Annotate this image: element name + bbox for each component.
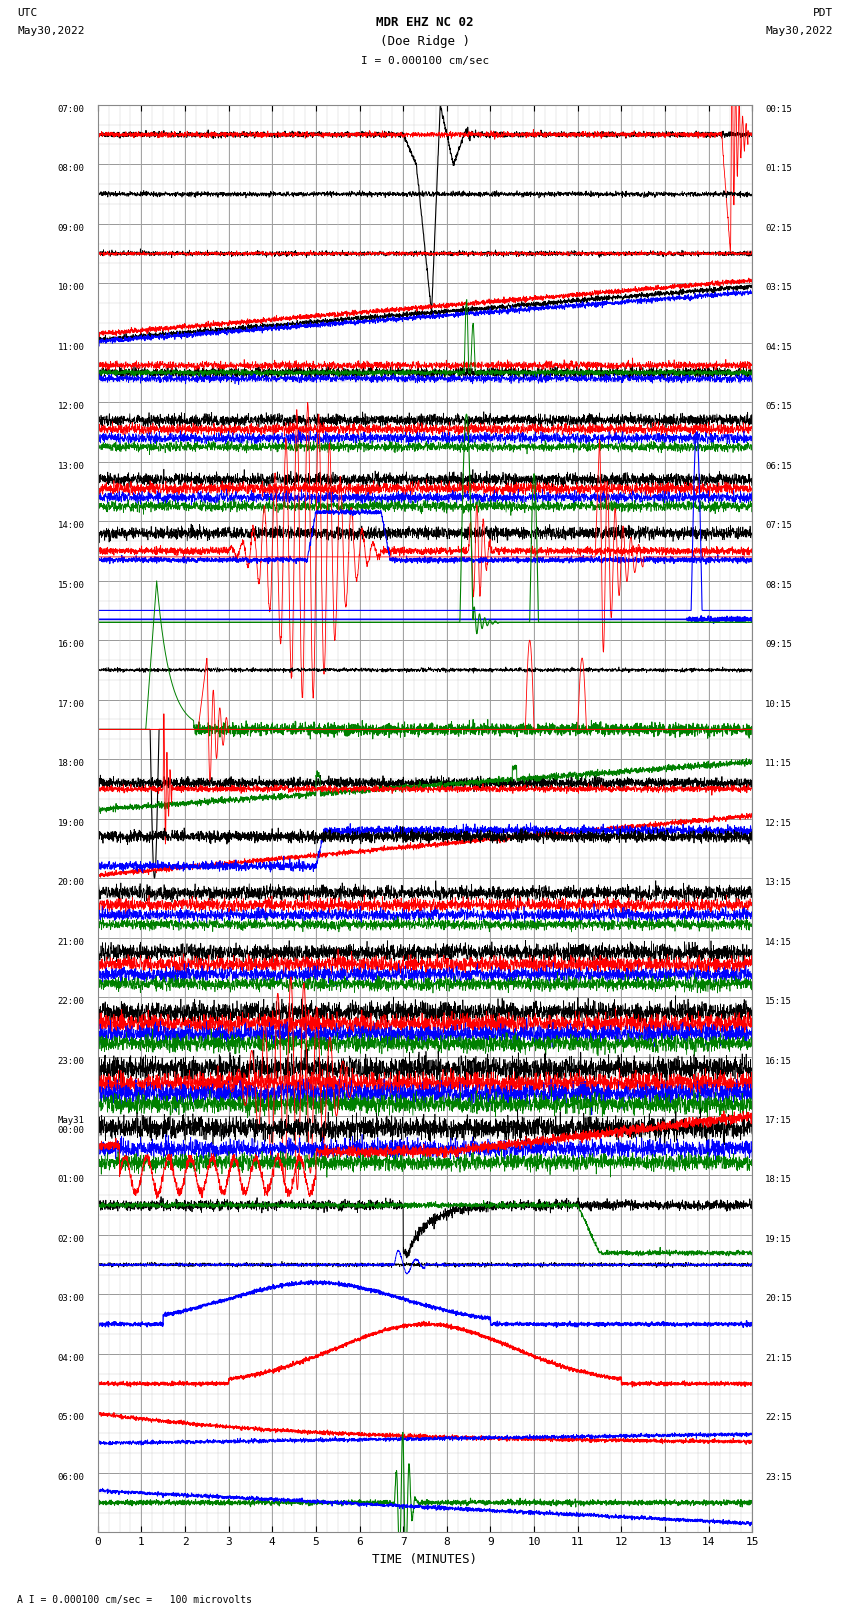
Text: 15:15: 15:15 bbox=[765, 997, 792, 1007]
Text: 14:00: 14:00 bbox=[58, 521, 85, 531]
Text: May31
00:00: May31 00:00 bbox=[58, 1116, 85, 1136]
Text: 12:15: 12:15 bbox=[765, 819, 792, 827]
Text: 10:15: 10:15 bbox=[765, 700, 792, 708]
Text: 15:00: 15:00 bbox=[58, 581, 85, 590]
Text: 09:00: 09:00 bbox=[58, 224, 85, 232]
Text: 14:15: 14:15 bbox=[765, 937, 792, 947]
Text: 03:15: 03:15 bbox=[765, 284, 792, 292]
Text: MDR EHZ NC 02: MDR EHZ NC 02 bbox=[377, 16, 473, 29]
Text: 11:15: 11:15 bbox=[765, 760, 792, 768]
Text: 02:15: 02:15 bbox=[765, 224, 792, 232]
Text: 23:00: 23:00 bbox=[58, 1057, 85, 1066]
Text: 05:15: 05:15 bbox=[765, 402, 792, 411]
Text: I = 0.000100 cm/sec: I = 0.000100 cm/sec bbox=[361, 56, 489, 66]
Text: 17:15: 17:15 bbox=[765, 1116, 792, 1124]
Text: 13:00: 13:00 bbox=[58, 461, 85, 471]
Text: 08:00: 08:00 bbox=[58, 165, 85, 173]
Text: PDT: PDT bbox=[813, 8, 833, 18]
Text: UTC: UTC bbox=[17, 8, 37, 18]
Text: 05:00: 05:00 bbox=[58, 1413, 85, 1423]
Text: 11:00: 11:00 bbox=[58, 344, 85, 352]
Text: 04:00: 04:00 bbox=[58, 1353, 85, 1363]
Text: 16:15: 16:15 bbox=[765, 1057, 792, 1066]
Text: 19:00: 19:00 bbox=[58, 819, 85, 827]
Text: 07:15: 07:15 bbox=[765, 521, 792, 531]
Text: 02:00: 02:00 bbox=[58, 1236, 85, 1244]
Text: 18:15: 18:15 bbox=[765, 1176, 792, 1184]
Text: 21:15: 21:15 bbox=[765, 1353, 792, 1363]
Text: 22:15: 22:15 bbox=[765, 1413, 792, 1423]
Text: 00:15: 00:15 bbox=[765, 105, 792, 115]
Text: 18:00: 18:00 bbox=[58, 760, 85, 768]
Text: (Doe Ridge ): (Doe Ridge ) bbox=[380, 35, 470, 48]
Text: A I = 0.000100 cm/sec =   100 microvolts: A I = 0.000100 cm/sec = 100 microvolts bbox=[17, 1595, 252, 1605]
Text: 23:15: 23:15 bbox=[765, 1473, 792, 1482]
Text: 04:15: 04:15 bbox=[765, 344, 792, 352]
X-axis label: TIME (MINUTES): TIME (MINUTES) bbox=[372, 1553, 478, 1566]
Text: 06:15: 06:15 bbox=[765, 461, 792, 471]
Text: 22:00: 22:00 bbox=[58, 997, 85, 1007]
Text: 17:00: 17:00 bbox=[58, 700, 85, 708]
Text: 20:15: 20:15 bbox=[765, 1294, 792, 1303]
Text: May30,2022: May30,2022 bbox=[766, 26, 833, 35]
Text: 06:00: 06:00 bbox=[58, 1473, 85, 1482]
Text: 21:00: 21:00 bbox=[58, 937, 85, 947]
Text: 19:15: 19:15 bbox=[765, 1236, 792, 1244]
Text: 01:00: 01:00 bbox=[58, 1176, 85, 1184]
Text: 20:00: 20:00 bbox=[58, 877, 85, 887]
Text: 09:15: 09:15 bbox=[765, 640, 792, 648]
Text: 12:00: 12:00 bbox=[58, 402, 85, 411]
Text: May30,2022: May30,2022 bbox=[17, 26, 84, 35]
Text: 13:15: 13:15 bbox=[765, 877, 792, 887]
Text: 10:00: 10:00 bbox=[58, 284, 85, 292]
Text: 16:00: 16:00 bbox=[58, 640, 85, 648]
Text: 07:00: 07:00 bbox=[58, 105, 85, 115]
Text: 08:15: 08:15 bbox=[765, 581, 792, 590]
Text: 03:00: 03:00 bbox=[58, 1294, 85, 1303]
Text: 01:15: 01:15 bbox=[765, 165, 792, 173]
